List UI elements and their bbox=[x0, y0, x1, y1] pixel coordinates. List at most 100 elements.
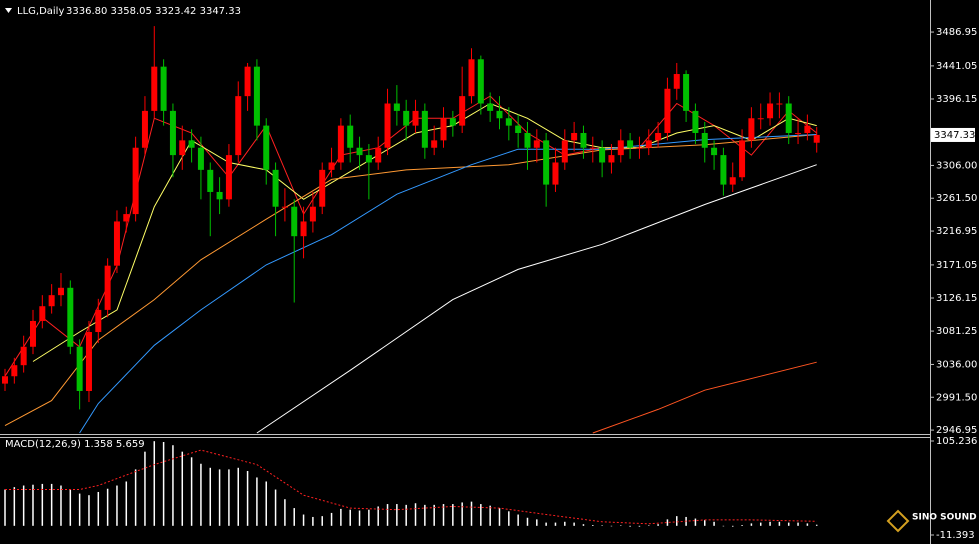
y-tick-label: 3396.15 bbox=[936, 94, 977, 105]
macd-bar bbox=[638, 525, 641, 527]
candle-body bbox=[384, 103, 391, 148]
candle-body bbox=[496, 110, 503, 119]
candle-body bbox=[235, 96, 242, 156]
macd-bar bbox=[246, 471, 249, 526]
macd-bar bbox=[172, 445, 174, 526]
macd-bar bbox=[470, 501, 473, 526]
candle-body bbox=[692, 110, 699, 133]
candle-body bbox=[300, 221, 307, 237]
macd-bar bbox=[125, 481, 128, 526]
macd-bar bbox=[536, 519, 538, 526]
candle-body bbox=[29, 320, 36, 347]
candle-body bbox=[552, 162, 559, 185]
macd-bar bbox=[461, 502, 463, 526]
moving-average bbox=[592, 361, 817, 434]
candle-body bbox=[113, 221, 120, 266]
symbol: LLG,Daily bbox=[17, 6, 64, 17]
candle-body bbox=[477, 59, 484, 104]
macd-bar bbox=[787, 522, 790, 526]
candle-body bbox=[431, 140, 438, 148]
candle-body bbox=[197, 147, 204, 170]
macd-bar bbox=[144, 451, 146, 526]
macd-bar bbox=[741, 525, 743, 526]
candle-body bbox=[599, 147, 606, 163]
candle-body bbox=[356, 147, 363, 156]
signal-line bbox=[5, 449, 817, 525]
moving-average bbox=[256, 164, 817, 434]
macd-title: MACD(12,26,9) 1.358 5.659 bbox=[5, 439, 145, 450]
logo: SINO SOUND bbox=[886, 509, 977, 533]
macd-bar bbox=[321, 516, 323, 526]
candle-body bbox=[561, 140, 568, 163]
candle-body bbox=[645, 140, 652, 148]
candle-body bbox=[515, 125, 522, 133]
menu-arrow[interactable] bbox=[5, 8, 12, 13]
y-tick-label: 3486.95 bbox=[936, 27, 977, 38]
candle-body bbox=[328, 162, 335, 170]
macd-bar bbox=[13, 487, 16, 526]
macd-bar bbox=[582, 524, 585, 526]
macd-bar bbox=[405, 504, 407, 526]
candle-body bbox=[720, 155, 727, 185]
macd-bar bbox=[545, 522, 547, 526]
macd-bar bbox=[349, 509, 351, 526]
macd-bar bbox=[218, 469, 221, 526]
y-tick-label: 3081.25 bbox=[936, 326, 977, 337]
candle-body bbox=[636, 147, 643, 149]
candle-body bbox=[85, 332, 92, 391]
candle-body bbox=[711, 147, 718, 156]
macd-bar bbox=[722, 525, 725, 527]
macd-bar bbox=[620, 525, 622, 526]
candle-body bbox=[533, 140, 540, 148]
candle-body bbox=[468, 59, 475, 97]
candle-body bbox=[347, 125, 354, 148]
candle-body bbox=[412, 110, 419, 126]
candle-body bbox=[141, 110, 148, 148]
y-tick-label: 2991.50 bbox=[936, 392, 977, 403]
y-tick-label: 3216.95 bbox=[936, 226, 977, 237]
macd-bar bbox=[797, 522, 799, 526]
candle-body bbox=[739, 140, 746, 178]
candle-body bbox=[216, 191, 223, 200]
macd-bar bbox=[480, 504, 482, 526]
macd-bar bbox=[629, 525, 631, 527]
macd-bar bbox=[676, 516, 678, 526]
candle-body bbox=[225, 155, 232, 200]
y-tick-label: 105.236 bbox=[936, 436, 977, 447]
macd-bar bbox=[489, 505, 491, 526]
macd-bar bbox=[340, 508, 342, 526]
candle-body bbox=[748, 118, 755, 141]
candle-body bbox=[804, 125, 811, 133]
candle-body bbox=[253, 66, 260, 126]
macd-bar bbox=[200, 463, 202, 526]
ohlc: 3336.80 3358.05 3323.42 3347.33 bbox=[66, 6, 241, 17]
macd-bar bbox=[573, 522, 575, 526]
macd-bar bbox=[815, 524, 818, 526]
macd-bar bbox=[601, 525, 603, 526]
y-tick-label: 3126.15 bbox=[936, 293, 977, 304]
y-tick-label: 3441.05 bbox=[936, 61, 977, 72]
macd-bar bbox=[78, 493, 81, 526]
macd-bar bbox=[452, 504, 454, 526]
macd-bar bbox=[666, 519, 669, 526]
candle-body bbox=[76, 346, 83, 391]
macd-bar bbox=[237, 467, 239, 526]
macd-bar bbox=[759, 522, 762, 526]
macd-bar bbox=[704, 520, 706, 526]
candle-body bbox=[179, 140, 186, 156]
candle-body bbox=[20, 346, 27, 366]
candle-body bbox=[207, 169, 214, 192]
candle-body bbox=[244, 66, 251, 97]
y-tick-label: 2946.95 bbox=[936, 425, 977, 436]
candle-body bbox=[795, 132, 802, 134]
macd-bar bbox=[396, 504, 398, 526]
candle-body bbox=[608, 155, 615, 163]
macd-bar bbox=[508, 511, 510, 526]
macd-bar bbox=[22, 485, 25, 526]
macd-bar bbox=[592, 525, 594, 526]
candle-body bbox=[655, 132, 662, 141]
candle-body bbox=[337, 125, 344, 163]
macd-bar bbox=[256, 477, 258, 526]
macd-bar bbox=[50, 483, 53, 526]
